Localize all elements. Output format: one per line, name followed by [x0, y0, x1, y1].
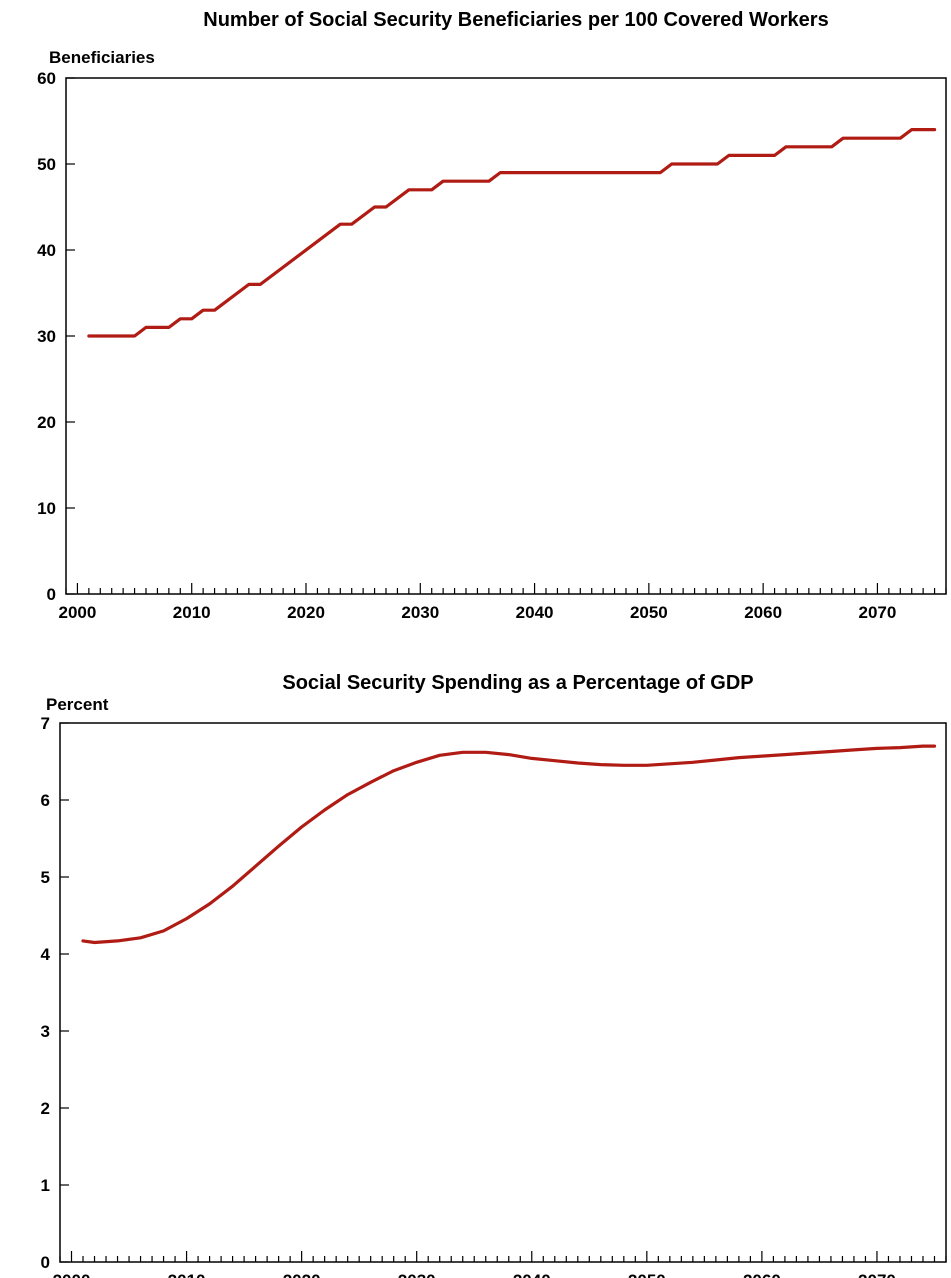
- y-tick-label: 10: [37, 499, 56, 518]
- y-tick-label: 7: [41, 714, 50, 733]
- x-tick-label: 2050: [628, 1271, 666, 1278]
- plot-frame: [59, 722, 947, 1263]
- beneficiaries-chart: Number of Social Security Beneficiaries …: [37, 9, 947, 622]
- x-tick-label: 2010: [173, 603, 211, 622]
- x-tick-label: 2010: [168, 1271, 206, 1278]
- y-tick-label: 2: [41, 1099, 50, 1118]
- chart-title: Social Security Spending as a Percentage…: [282, 672, 753, 694]
- y-tick-label: 4: [41, 945, 51, 964]
- y-tick-label: 30: [37, 327, 56, 346]
- y-tick-label: 0: [41, 1253, 50, 1272]
- y-axis-label: Percent: [46, 695, 109, 714]
- x-tick-label: 2050: [630, 603, 668, 622]
- x-tick-label: 2070: [858, 1271, 896, 1278]
- x-tick-label: 2040: [513, 1271, 551, 1278]
- y-tick-label: 1: [41, 1176, 50, 1195]
- y-tick-label: 0: [47, 585, 56, 604]
- y-tick-label: 6: [41, 791, 50, 810]
- chart-title: Number of Social Security Beneficiaries …: [203, 9, 828, 31]
- y-tick-label: 20: [37, 413, 56, 432]
- plot-frame: [65, 77, 947, 595]
- x-tick-label: 2040: [516, 603, 554, 622]
- x-tick-label: 2030: [401, 603, 439, 622]
- series-line: [81, 744, 937, 945]
- y-tick-label: 40: [37, 241, 56, 260]
- series-line: [87, 128, 937, 338]
- y-tick-label: 5: [41, 868, 50, 887]
- x-tick-label: 2060: [744, 603, 782, 622]
- x-tick-label: 2020: [283, 1271, 321, 1278]
- x-tick-label: 2020: [287, 603, 325, 622]
- x-tick-label: 2070: [859, 603, 897, 622]
- spending-chart: Social Security Spending as a Percentage…: [41, 672, 947, 1278]
- x-tick-label: 2000: [59, 603, 97, 622]
- y-tick-label: 50: [37, 155, 56, 174]
- x-tick-label: 2030: [398, 1271, 436, 1278]
- x-tick-label: 2060: [743, 1271, 781, 1278]
- y-axis-label: Beneficiaries: [49, 48, 155, 67]
- x-tick-label: 2000: [53, 1271, 91, 1278]
- y-tick-label: 3: [41, 1022, 50, 1041]
- y-tick-label: 60: [37, 69, 56, 88]
